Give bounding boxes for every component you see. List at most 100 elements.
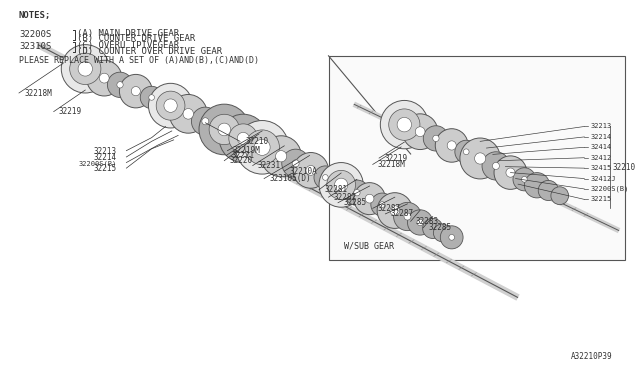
- Ellipse shape: [492, 162, 499, 170]
- Ellipse shape: [202, 118, 209, 125]
- Text: 32220: 32220: [229, 156, 252, 165]
- Text: 32415: 32415: [591, 165, 612, 171]
- Text: 32200S: 32200S: [19, 30, 51, 39]
- Ellipse shape: [131, 87, 140, 96]
- Ellipse shape: [254, 139, 270, 155]
- Ellipse shape: [306, 166, 316, 175]
- Ellipse shape: [86, 60, 122, 96]
- Text: 32219: 32219: [59, 107, 82, 116]
- Ellipse shape: [61, 45, 109, 93]
- Ellipse shape: [183, 109, 193, 119]
- Ellipse shape: [344, 180, 369, 205]
- Text: 32282: 32282: [333, 193, 356, 202]
- Ellipse shape: [524, 173, 550, 198]
- Ellipse shape: [220, 114, 268, 163]
- Ellipse shape: [482, 152, 510, 180]
- Ellipse shape: [237, 132, 249, 144]
- Text: (B) COUNTER DRIVE GEAR: (B) COUNTER DRIVE GEAR: [77, 34, 195, 43]
- Ellipse shape: [78, 61, 93, 76]
- Text: 32214: 32214: [591, 134, 612, 140]
- Text: 32285: 32285: [343, 198, 366, 207]
- Ellipse shape: [463, 149, 469, 155]
- Ellipse shape: [191, 107, 220, 135]
- Text: 32231: 32231: [258, 161, 281, 170]
- Ellipse shape: [423, 126, 449, 151]
- Ellipse shape: [475, 153, 486, 164]
- Ellipse shape: [460, 138, 500, 179]
- Text: PLEASE REPLACE WITH A SET OF (A)AND(B),(C)AND(D): PLEASE REPLACE WITH A SET OF (A)AND(B),(…: [19, 56, 259, 65]
- Ellipse shape: [380, 100, 428, 149]
- Text: 32310S: 32310S: [19, 42, 51, 51]
- Text: 32210: 32210: [613, 163, 636, 172]
- Text: 323105(D): 323105(D): [269, 174, 311, 183]
- FancyBboxPatch shape: [328, 56, 625, 260]
- Text: (A) MAIN DRIVE GEAR: (A) MAIN DRIVE GEAR: [77, 29, 179, 38]
- Ellipse shape: [140, 86, 163, 109]
- Text: 32221: 32221: [231, 151, 254, 160]
- Ellipse shape: [218, 123, 230, 136]
- Text: 32215: 32215: [93, 164, 117, 173]
- Text: 32283: 32283: [416, 217, 439, 226]
- Text: W/SUB GEAR: W/SUB GEAR: [344, 242, 394, 251]
- Ellipse shape: [229, 124, 258, 153]
- Ellipse shape: [538, 180, 559, 201]
- Ellipse shape: [365, 194, 374, 203]
- Ellipse shape: [447, 141, 456, 150]
- Text: 32218M: 32218M: [24, 89, 52, 97]
- Ellipse shape: [319, 163, 364, 207]
- Ellipse shape: [394, 202, 421, 231]
- Text: 32200S(B): 32200S(B): [591, 186, 629, 192]
- Ellipse shape: [371, 193, 394, 216]
- Text: 32218M: 32218M: [378, 160, 406, 169]
- Ellipse shape: [292, 160, 299, 167]
- Ellipse shape: [276, 151, 287, 162]
- Text: 32215: 32215: [591, 196, 612, 202]
- Ellipse shape: [148, 94, 154, 100]
- Text: (C) OVERU IPIVEGEAR: (C) OVERU IPIVEGEAR: [77, 41, 179, 50]
- Text: 32412J: 32412J: [591, 176, 616, 182]
- Text: 32285: 32285: [428, 223, 451, 232]
- Ellipse shape: [170, 94, 207, 133]
- Ellipse shape: [433, 224, 451, 242]
- Ellipse shape: [440, 226, 463, 249]
- Ellipse shape: [164, 99, 177, 112]
- Ellipse shape: [236, 121, 289, 174]
- Ellipse shape: [314, 166, 337, 189]
- Text: (D) COUNTER OVER DRIVE GEAR: (D) COUNTER OVER DRIVE GEAR: [77, 46, 222, 55]
- Text: 32214: 32214: [93, 153, 117, 162]
- Ellipse shape: [70, 53, 101, 84]
- Text: 32412: 32412: [591, 155, 612, 161]
- Ellipse shape: [380, 202, 385, 208]
- Ellipse shape: [99, 73, 109, 83]
- Ellipse shape: [354, 190, 360, 196]
- Text: NOTES;: NOTES;: [19, 11, 51, 20]
- Ellipse shape: [148, 83, 193, 128]
- Ellipse shape: [293, 153, 328, 188]
- Ellipse shape: [388, 109, 420, 140]
- Ellipse shape: [435, 129, 468, 162]
- Ellipse shape: [494, 156, 527, 189]
- Ellipse shape: [323, 174, 328, 180]
- Text: 32219M: 32219M: [232, 146, 260, 155]
- Text: 32219: 32219: [384, 154, 407, 163]
- Ellipse shape: [199, 104, 250, 155]
- Ellipse shape: [417, 219, 423, 225]
- Ellipse shape: [209, 114, 239, 145]
- Text: A32210P39: A32210P39: [571, 352, 613, 361]
- Ellipse shape: [449, 234, 454, 240]
- Text: 32213: 32213: [591, 124, 612, 129]
- Ellipse shape: [433, 135, 439, 142]
- Text: 32287: 32287: [390, 209, 413, 218]
- Ellipse shape: [120, 74, 152, 108]
- Ellipse shape: [513, 168, 536, 191]
- Ellipse shape: [404, 213, 411, 220]
- Ellipse shape: [408, 210, 433, 235]
- Ellipse shape: [335, 178, 348, 192]
- Ellipse shape: [415, 127, 425, 137]
- Ellipse shape: [245, 130, 280, 165]
- Ellipse shape: [261, 136, 301, 177]
- Ellipse shape: [397, 118, 412, 132]
- Ellipse shape: [551, 187, 568, 205]
- Ellipse shape: [354, 183, 385, 215]
- Text: 32213: 32213: [93, 147, 117, 156]
